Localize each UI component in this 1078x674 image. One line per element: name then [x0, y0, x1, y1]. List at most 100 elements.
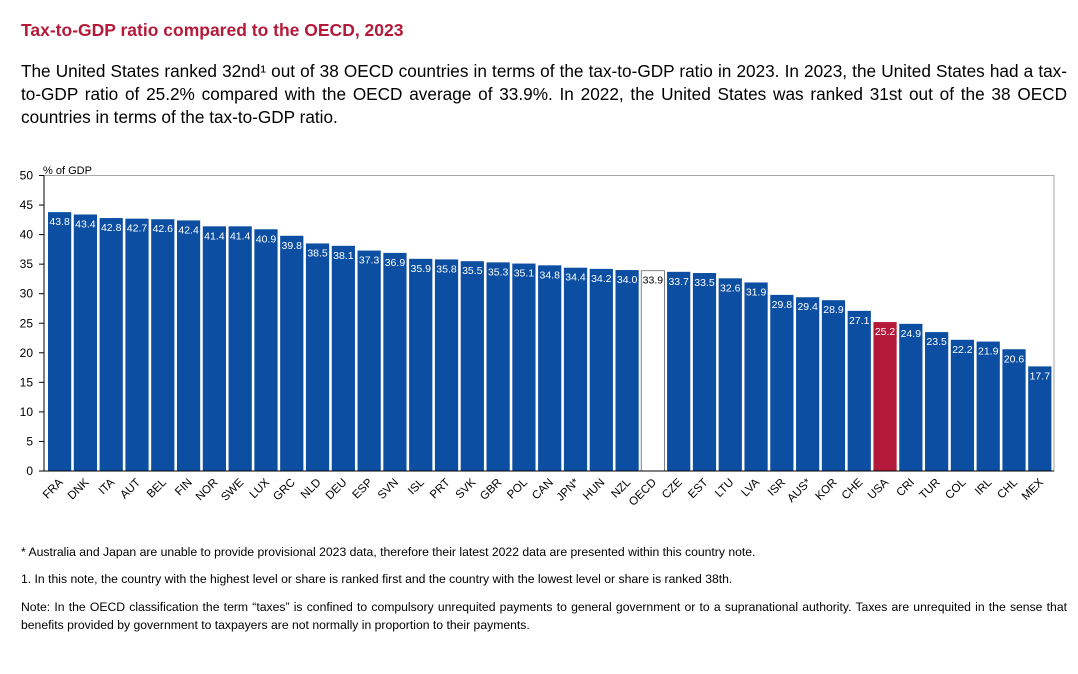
data-label: 42.6: [153, 223, 174, 235]
bar-esp: [357, 250, 381, 471]
data-label: 21.9: [978, 346, 999, 358]
data-label: 37.3: [359, 255, 380, 267]
y-tick-label: 50: [20, 169, 34, 183]
x-tick-label: LUX: [248, 476, 273, 501]
x-tick-label: GBR: [478, 477, 504, 503]
y-tick-label: 10: [20, 405, 34, 419]
y-axis-label: % of GDP: [43, 165, 92, 177]
data-label: 35.5: [462, 265, 483, 277]
bar-swe: [228, 226, 252, 471]
x-tick-label: SVN: [376, 477, 401, 502]
bar-pol: [512, 263, 536, 471]
bar-aus: [796, 297, 820, 471]
data-label: 34.0: [617, 274, 638, 286]
bars: 43.8 43.4 42.8 42.7 42.6 42.4 41.4 41.4 40.9 39.8…: [48, 212, 1052, 472]
bar-gbr: [486, 262, 510, 471]
bar-ltu: [718, 278, 742, 471]
x-tick-label: PRT: [428, 477, 453, 502]
x-tick-label: CRI: [894, 477, 916, 499]
bar-mex: [1028, 366, 1052, 471]
y-tick-label: 35: [20, 257, 34, 271]
x-tick-label: NLD: [299, 477, 324, 502]
data-label: 36.9: [385, 257, 406, 269]
bar-irl: [976, 341, 1000, 471]
data-label: 35.9: [411, 263, 432, 275]
x-tick-label: NOR: [194, 477, 221, 504]
x-tick-label: SWE: [219, 476, 246, 503]
data-label: 23.5: [926, 336, 947, 348]
x-tick-label: MEX: [1020, 476, 1046, 502]
bar-isl: [409, 258, 433, 471]
data-label: 38.5: [307, 247, 328, 259]
x-tick-label: GRC: [271, 477, 298, 504]
x-tick-label: LVA: [740, 476, 763, 499]
bar-che: [847, 310, 871, 471]
x-tick-label: BEL: [145, 476, 169, 500]
bar-isr: [770, 294, 794, 471]
data-label: 35.1: [514, 268, 535, 280]
bar-svk: [460, 261, 484, 471]
data-label: 24.9: [901, 328, 922, 340]
data-label: 25.2: [875, 326, 896, 338]
bar-nld: [305, 243, 330, 471]
y-tick-label: 25: [20, 316, 34, 330]
bar-cri: [899, 323, 923, 471]
bar-aut: [125, 218, 149, 471]
bar-chart: % of GDP 0 5 10 15 20 25 30 35 40 45 50 43.8 43.4 42…: [20, 165, 1055, 509]
data-label: 20.6: [1004, 353, 1025, 365]
bar-kor: [821, 300, 846, 471]
bar-nor: [202, 226, 226, 471]
bar-hun: [589, 268, 613, 471]
bar-fin: [176, 220, 201, 471]
x-tick-label: HUN: [581, 477, 607, 503]
x-tick-label: FIN: [173, 477, 195, 499]
data-label: 28.9: [823, 304, 844, 316]
bar-can: [538, 265, 562, 471]
bar-dnk: [73, 214, 98, 472]
x-tick-label: ISL: [406, 476, 427, 497]
bar-lva: [744, 282, 768, 471]
x-tick-label: CZE: [660, 476, 685, 501]
data-label: 33.5: [694, 277, 715, 289]
bar-usa: [873, 322, 897, 471]
bar-deu: [331, 245, 355, 471]
data-label: 39.8: [282, 240, 303, 252]
x-tick-label: ESP: [351, 476, 376, 501]
data-label: 42.8: [101, 222, 122, 234]
bar-prt: [434, 259, 459, 471]
bar-nzl: [615, 270, 639, 471]
bar-jpn: [563, 267, 588, 471]
bar-grc: [280, 235, 304, 471]
x-tick-label: ISR: [766, 477, 788, 499]
data-label: 41.4: [230, 230, 251, 242]
y-tick-label: 30: [20, 287, 34, 301]
data-label: 29.8: [772, 299, 793, 311]
bar-ita: [99, 218, 123, 471]
bar-fra: [48, 212, 72, 471]
data-label: 43.8: [49, 216, 70, 228]
data-label: 35.8: [436, 263, 457, 275]
bar-cze: [667, 271, 691, 471]
x-tick-label: FRA: [41, 476, 66, 501]
y-axis: 0 5 10 15 20 25 30 35 40 45 50: [20, 169, 45, 478]
data-label: 41.4: [204, 230, 225, 242]
y-tick-label: 20: [20, 346, 34, 360]
data-label: 35.3: [488, 266, 509, 278]
x-tick-label: CAN: [530, 477, 556, 503]
data-label: 34.8: [539, 269, 560, 281]
x-tick-label: USA: [866, 476, 891, 501]
x-tick-label: DNK: [66, 476, 92, 502]
x-tick-label: AUT: [118, 477, 143, 502]
x-tick-label: CHE: [840, 476, 866, 502]
data-label: 29.4: [797, 301, 818, 313]
data-label: 33.9: [643, 275, 664, 287]
data-label: 33.7: [668, 276, 689, 288]
data-label: 34.4: [565, 272, 586, 284]
x-tick-label: OECD: [627, 477, 659, 509]
bar-oecd: [640, 270, 665, 472]
data-label: 17.7: [1030, 370, 1051, 382]
x-tick-label: LTU: [713, 477, 736, 500]
footnote-ranking: 1. In this note, the country with the hi…: [21, 572, 733, 586]
y-tick-label: 45: [20, 198, 34, 212]
data-label: 34.2: [591, 273, 612, 285]
